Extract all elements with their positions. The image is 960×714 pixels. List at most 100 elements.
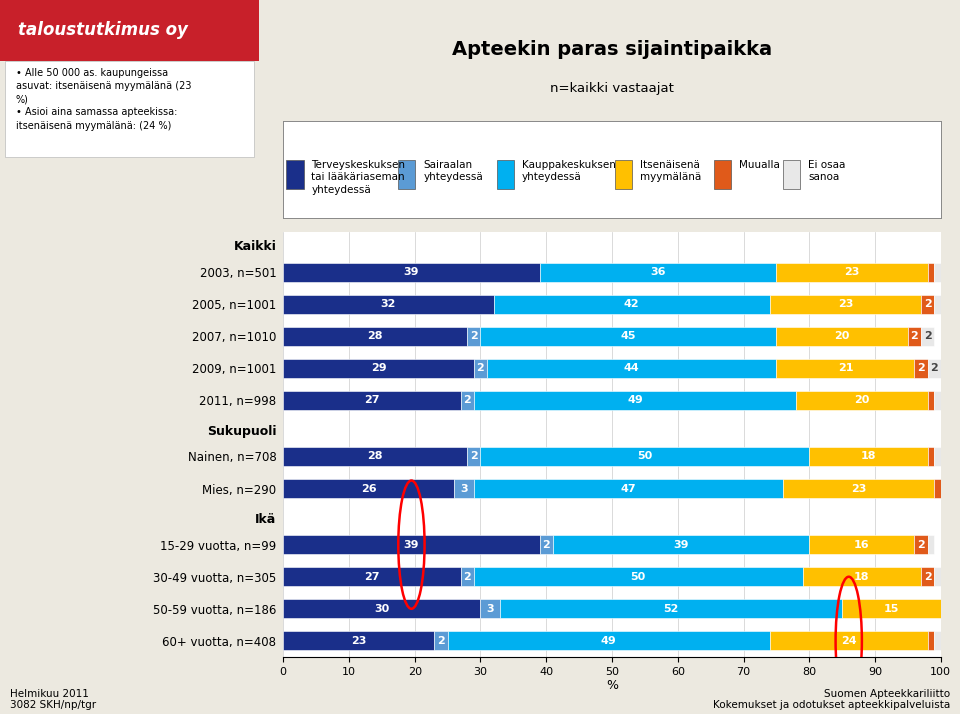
Bar (435, 631, 447, 650)
Bar (5, 61, 254, 157)
Bar (468, 447, 480, 466)
Bar (927, 391, 934, 410)
Text: 2: 2 (917, 540, 924, 550)
Text: 45: 45 (621, 331, 636, 341)
Bar (283, 599, 481, 618)
Text: 2: 2 (437, 636, 444, 646)
Bar (283, 567, 461, 586)
Bar (283, 263, 540, 282)
Text: Ei osaa
sanoa: Ei osaa sanoa (808, 160, 846, 182)
Bar (0, 0, 259, 61)
Bar (934, 479, 941, 498)
Bar (283, 631, 435, 650)
Text: 20: 20 (834, 331, 850, 341)
Bar (283, 479, 454, 498)
Text: 2: 2 (924, 572, 931, 582)
Bar (927, 263, 934, 282)
Text: 27: 27 (364, 572, 380, 582)
Bar (915, 358, 927, 378)
Text: 39: 39 (404, 267, 420, 277)
Text: 50: 50 (631, 572, 646, 582)
Bar (921, 295, 934, 314)
Bar (714, 160, 731, 189)
Text: 23: 23 (845, 267, 860, 277)
Text: Helmikuu 2011
3082 SKH/np/tgr: Helmikuu 2011 3082 SKH/np/tgr (10, 689, 96, 710)
Text: 39: 39 (673, 540, 688, 550)
Bar (481, 599, 500, 618)
Text: 2: 2 (930, 363, 938, 373)
Text: 44: 44 (624, 363, 639, 373)
Text: 39: 39 (404, 540, 420, 550)
Text: 2: 2 (924, 299, 931, 309)
Bar (803, 567, 921, 586)
X-axis label: %: % (606, 680, 618, 693)
Bar (283, 447, 468, 466)
Text: Kauppakeskuksen
yhteydessä: Kauppakeskuksen yhteydessä (522, 160, 615, 182)
Bar (497, 160, 514, 189)
Bar (941, 479, 948, 498)
Bar (921, 326, 934, 346)
Bar (493, 295, 770, 314)
Text: 2: 2 (911, 331, 919, 341)
Bar (461, 567, 474, 586)
Bar (934, 631, 941, 650)
Bar (770, 631, 927, 650)
Bar (796, 391, 927, 410)
Bar (461, 391, 474, 410)
Bar (941, 599, 948, 618)
Bar (283, 295, 493, 314)
Bar (777, 263, 927, 282)
Text: Terveyskeskuksen
tai lääkäriaseman
yhteydessä: Terveyskeskuksen tai lääkäriaseman yhtey… (311, 160, 405, 195)
Text: Itsenäisenä
myymälänä: Itsenäisenä myymälänä (640, 160, 702, 182)
Bar (934, 447, 941, 466)
Bar (915, 535, 927, 554)
Text: 27: 27 (364, 396, 380, 406)
Bar (777, 326, 908, 346)
Text: 2: 2 (476, 363, 485, 373)
Bar (615, 160, 633, 189)
Text: 28: 28 (368, 331, 383, 341)
Bar (283, 326, 468, 346)
Text: 15: 15 (884, 604, 900, 614)
Bar (934, 567, 941, 586)
Text: 42: 42 (624, 299, 639, 309)
Text: 16: 16 (854, 540, 870, 550)
Bar (474, 358, 487, 378)
Bar (927, 631, 934, 650)
Bar (809, 535, 915, 554)
Text: 2: 2 (542, 540, 550, 550)
Text: 2: 2 (917, 363, 924, 373)
Text: 23: 23 (851, 483, 866, 493)
Bar (927, 358, 941, 378)
Text: 2: 2 (464, 396, 471, 406)
Text: 23: 23 (351, 636, 367, 646)
Text: • Alle 50 000 as. kaupungeissa
asuvat: itsenäisenä myymälänä (23
%)
• Asioi aina: • Alle 50 000 as. kaupungeissa asuvat: i… (15, 68, 191, 131)
Text: 28: 28 (368, 451, 383, 461)
Bar (783, 160, 800, 189)
Bar (487, 358, 777, 378)
Text: 29: 29 (371, 363, 386, 373)
Bar (783, 479, 934, 498)
Text: 52: 52 (663, 604, 679, 614)
Text: 18: 18 (861, 451, 876, 461)
Text: 32: 32 (381, 299, 396, 309)
Text: 2: 2 (924, 331, 931, 341)
Text: 36: 36 (650, 267, 666, 277)
Bar (283, 535, 540, 554)
Bar (934, 391, 941, 410)
Text: 3: 3 (460, 483, 468, 493)
Bar (283, 391, 461, 410)
Text: Suomen Apteekkariliitto
Kokemukset ja odotukset apteekkipalveluista: Suomen Apteekkariliitto Kokemukset ja od… (713, 689, 950, 710)
Bar (540, 535, 553, 554)
Text: 30: 30 (374, 604, 390, 614)
Bar (398, 160, 416, 189)
Bar (908, 326, 921, 346)
Text: Muualla: Muualla (739, 160, 780, 170)
Text: 18: 18 (854, 572, 870, 582)
Text: 49: 49 (627, 396, 643, 406)
Text: Apteekin paras sijaintipaikka: Apteekin paras sijaintipaikka (452, 40, 772, 59)
Bar (286, 160, 303, 189)
Bar (921, 567, 934, 586)
Text: 49: 49 (601, 636, 616, 646)
Text: 23: 23 (838, 299, 853, 309)
